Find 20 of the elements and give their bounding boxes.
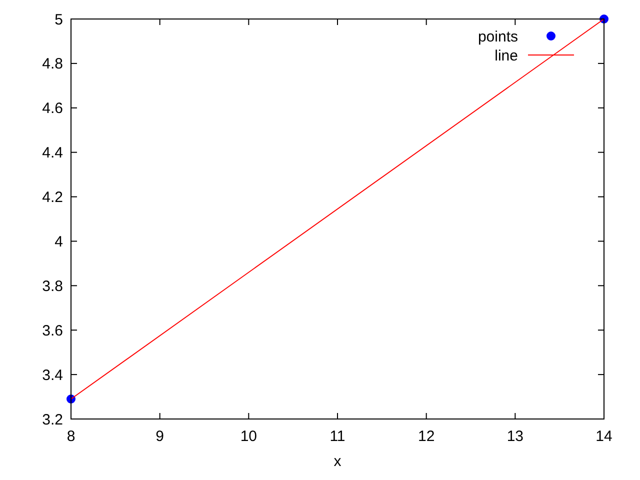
x-tick-label: 8 xyxy=(66,428,76,445)
x-tick-label: 13 xyxy=(506,428,524,445)
x-tick-label: 14 xyxy=(596,428,612,445)
x-tick-label: 10 xyxy=(240,428,258,445)
y-tick-label: 3.8 xyxy=(42,278,63,295)
legend-label: points xyxy=(478,28,518,46)
y-tick-label: 4.6 xyxy=(42,100,63,118)
y-tick-label: 3.4 xyxy=(42,366,63,384)
y-tick-label: 4.4 xyxy=(42,144,63,162)
y-tick-label: 3.6 xyxy=(42,322,63,340)
x-tick-label: 12 xyxy=(418,428,435,445)
y-tick-label: 4 xyxy=(54,233,63,250)
x-axis-title: x xyxy=(334,453,342,470)
legend-label: line xyxy=(494,47,518,64)
y-tick-label: 3.2 xyxy=(42,411,63,428)
x-tick-label: 9 xyxy=(156,428,164,445)
y-tick-label: 5 xyxy=(54,11,63,28)
y-tick-label: 4.2 xyxy=(42,189,63,206)
y-tick-label: 4.8 xyxy=(42,56,63,73)
x-tick-label: 11 xyxy=(330,428,346,445)
